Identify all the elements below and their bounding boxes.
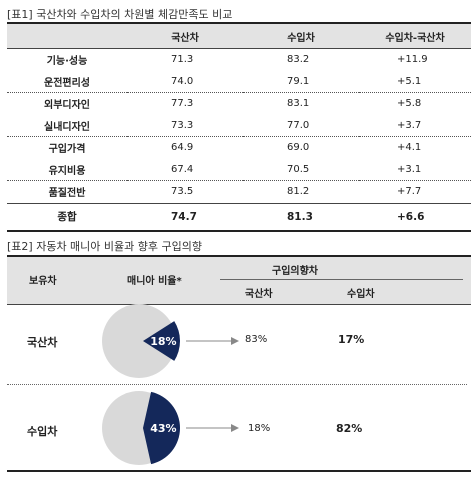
table-row: 운전편리성 74.0 79.1 +5.1 xyxy=(7,70,471,93)
pie-slice xyxy=(143,391,181,465)
row-label: 외부디자인 xyxy=(44,100,90,112)
header-intent-domestic: 국산차 xyxy=(245,289,273,300)
total-imported: 81.3 xyxy=(243,202,359,232)
satisfaction-table: 국산차 수입차 수입차-국산차 기능·성능 71.3 83.2 +11.9 운전… xyxy=(7,22,471,232)
table-row: 유지비용 67.4 70.5 +3.1 xyxy=(7,158,471,181)
table1-caption: [표1] 국산차와 수입차의 차원별 체감만족도 비교 xyxy=(7,8,233,21)
domestic-value: 73.5 xyxy=(171,186,194,198)
table2-caption: [표2] 자동차 매니아 비율과 향후 구입의향 xyxy=(7,240,202,253)
table-row: 품질전반 73.5 81.2 +7.7 xyxy=(7,181,471,204)
row-label: 기능·성능 xyxy=(46,56,88,68)
header-imported: 수입차 xyxy=(243,22,359,49)
diff-value: +3.7 xyxy=(359,114,471,137)
intent-domestic-value: 83% xyxy=(245,334,268,345)
pie-slice xyxy=(143,321,181,361)
domestic-value: 73.3 xyxy=(127,114,243,137)
imported-value: 83.2 xyxy=(287,54,310,66)
header-purchase-intent: 구입의향차 xyxy=(272,266,318,277)
domestic-value: 74.0 xyxy=(127,70,243,93)
diff-value: +11.9 xyxy=(397,54,428,66)
imported-value: 69.0 xyxy=(287,142,310,154)
row-label: 품질전반 xyxy=(48,188,86,200)
domestic-value: 71.3 xyxy=(171,54,194,66)
row-divider xyxy=(7,384,467,385)
pie-label: 18% xyxy=(150,335,176,348)
header-domestic: 국산차 xyxy=(127,22,243,49)
domestic-value: 64.9 xyxy=(171,142,194,154)
domestic-value: 67.4 xyxy=(127,158,243,181)
table2-header: 보유차 매니아 비율* 구입의향차 국산차 수입차 xyxy=(7,255,471,305)
row-label: 실내디자인 xyxy=(7,114,127,137)
total-domestic: 74.7 xyxy=(127,202,243,232)
table-row: 기능·성능 71.3 83.2 +11.9 xyxy=(7,49,471,71)
row-label: 구입가격 xyxy=(48,144,86,156)
header-owned-car: 보유차 xyxy=(29,276,57,287)
total-diff: +6.6 xyxy=(359,202,471,232)
header-blank xyxy=(7,22,127,49)
table-row: 실내디자인 73.3 77.0 +3.7 xyxy=(7,114,471,137)
imported-value: 77.0 xyxy=(243,114,359,137)
pie-base xyxy=(102,304,176,378)
pie-label: 43% xyxy=(150,422,176,435)
diff-value: +5.8 xyxy=(397,98,422,110)
diff-value: +4.1 xyxy=(397,142,422,154)
diff-value: +5.1 xyxy=(359,70,471,93)
row-label: 운전편리성 xyxy=(7,70,127,93)
header-diff: 수입차-국산차 xyxy=(359,22,471,49)
table-header-row: 국산차 수입차 수입차-국산차 xyxy=(7,22,471,49)
intent-imported-value: 82% xyxy=(336,422,363,435)
row-label: 유지비용 xyxy=(7,158,127,181)
total-label: 종합 xyxy=(7,202,127,232)
arrow-head xyxy=(231,424,239,432)
mania-pie-imported: 43% xyxy=(102,391,239,465)
arrow-head xyxy=(231,337,239,345)
table-total-row: 종합 74.7 81.3 +6.6 xyxy=(7,202,471,232)
diff-value: +3.1 xyxy=(359,158,471,181)
mania-pie-domestic: 18% xyxy=(102,304,239,378)
imported-value: 83.1 xyxy=(287,98,310,110)
table-row: 외부디자인 77.3 83.1 +5.8 xyxy=(7,93,471,115)
header-divider xyxy=(220,279,463,280)
row-label-imported: 수입차 xyxy=(27,425,58,438)
diff-value: +7.7 xyxy=(397,186,422,198)
table2-bottom-border xyxy=(7,470,471,472)
header-mania-ratio: 매니아 비율* xyxy=(127,276,182,287)
header-intent-imported: 수입차 xyxy=(347,289,375,300)
row-label-domestic: 국산차 xyxy=(27,336,58,349)
intent-domestic-value: 18% xyxy=(248,423,271,434)
imported-value: 81.2 xyxy=(287,186,310,198)
imported-value: 70.5 xyxy=(243,158,359,181)
imported-value: 79.1 xyxy=(243,70,359,93)
intent-imported-value: 17% xyxy=(338,333,365,346)
table-row: 구입가격 64.9 69.0 +4.1 xyxy=(7,137,471,159)
domestic-value: 77.3 xyxy=(171,98,194,110)
